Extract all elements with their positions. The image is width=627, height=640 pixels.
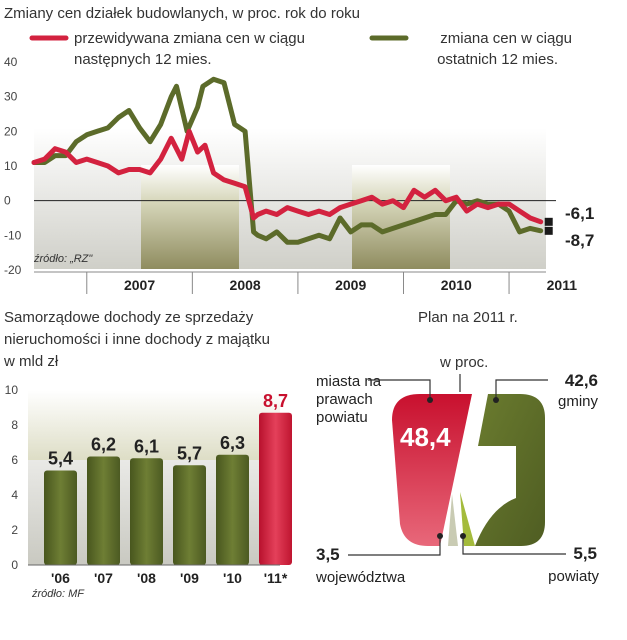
bar-y-tick: 10 bbox=[5, 383, 19, 397]
pie-chart: Plan na 2011 r. w proc. 48,4 miasta na p… bbox=[315, 309, 600, 586]
line-chart: Zmiany cen działek budowlanych, w proc. … bbox=[4, 5, 594, 294]
pointer-dot-wojewodztwa bbox=[437, 533, 443, 539]
bar-y-tick: 0 bbox=[11, 558, 18, 572]
line-chart-legend: przewidywana zmiana cen w ciągu następny… bbox=[29, 30, 572, 68]
slice-wojewodztwa bbox=[448, 494, 458, 546]
year-label: 2010 bbox=[441, 277, 472, 293]
value-wojewodztwa: 3,5 bbox=[316, 545, 340, 564]
bar-value-label: 6,1 bbox=[134, 436, 159, 456]
line-series-group bbox=[31, 76, 553, 245]
bar bbox=[130, 458, 163, 565]
line-y-tick: 30 bbox=[4, 90, 18, 104]
bar-chart-source: źródło: MF bbox=[31, 588, 85, 600]
end-marker-forecast bbox=[544, 217, 553, 226]
pointer-dot-gminy bbox=[493, 397, 499, 403]
bar-category-label: '06 bbox=[51, 570, 70, 586]
label-miasta-line3: powiatu bbox=[316, 409, 368, 426]
legend-actual-line2: ostatnich 12 mies. bbox=[437, 51, 558, 68]
pie-unit-label: w proc. bbox=[439, 354, 488, 371]
bar-value-label: 8,7 bbox=[263, 391, 288, 411]
bar-chart-title-line1: Samorządowe dochody ze sprzedaży bbox=[4, 309, 254, 326]
bar-chart: Samorządowe dochody ze sprzedaży nieruch… bbox=[3, 309, 292, 600]
bar-value-label: 6,2 bbox=[91, 435, 116, 455]
pointer-dot-miasta bbox=[427, 397, 433, 403]
year-label: 2011 bbox=[547, 277, 578, 293]
bar bbox=[259, 412, 292, 565]
slice-miasta-na-prawach-powiatu bbox=[392, 394, 472, 546]
pie-chart-title: Plan na 2011 r. bbox=[418, 309, 518, 326]
line-y-tick: -10 bbox=[4, 228, 22, 242]
bar-chart-title-line2: nieruchomości i inne dochody z majątku bbox=[4, 331, 270, 348]
label-gminy: gminy bbox=[558, 393, 599, 410]
value-powiaty: 5,5 bbox=[573, 544, 597, 563]
bar-series: 5,4 '06 6,2 '07 6,1 '08 5,7 '09 6,3 '10 8,7 '11* bbox=[28, 391, 292, 586]
label-powiaty: powiaty bbox=[548, 568, 599, 585]
bar-y-tick: 6 bbox=[11, 453, 18, 467]
line-chart-source: źródło: „RZ" bbox=[33, 253, 93, 265]
slice-powiaty bbox=[460, 492, 475, 546]
pointer-wojewodztwa bbox=[348, 536, 441, 556]
legend-forecast-line2: następnych 12 mies. bbox=[74, 51, 212, 68]
pointer-gminy bbox=[495, 379, 548, 400]
value-miasta: 48,4 bbox=[400, 422, 451, 452]
end-label-actual: -8,7 bbox=[565, 231, 594, 250]
pointer-powiaty bbox=[462, 536, 566, 555]
bar-category-label: '11* bbox=[264, 570, 288, 586]
year-axis: 2007 2008 2009 2010 2011 bbox=[86, 272, 578, 294]
line-y-axis: 40 30 20 10 0 -10 -20 bbox=[4, 55, 556, 277]
bar bbox=[87, 456, 120, 565]
bar bbox=[173, 465, 206, 565]
year-label: 2009 bbox=[335, 277, 366, 293]
end-label-forecast: -6,1 bbox=[565, 204, 594, 223]
series-line-actual bbox=[31, 76, 544, 245]
line-chart-title: Zmiany cen działek budowlanych, w proc. … bbox=[4, 5, 360, 22]
bar bbox=[216, 454, 249, 565]
bar-value-label: 5,7 bbox=[177, 443, 202, 463]
pointer-dot-powiaty bbox=[460, 533, 466, 539]
label-wojewodztwa: województwa bbox=[315, 569, 406, 586]
bar-y-axis: 10 8 6 4 2 0 bbox=[5, 383, 19, 572]
bar bbox=[44, 470, 77, 565]
bar-y-tick: 8 bbox=[11, 418, 18, 432]
label-miasta-line2: prawach bbox=[316, 391, 373, 408]
bar-category-label: '07 bbox=[94, 570, 113, 586]
bar-category-label: '09 bbox=[180, 570, 199, 586]
legend-actual-line1: zmiana cen w ciągu bbox=[440, 30, 572, 47]
line-plot-background bbox=[34, 128, 546, 269]
value-gminy: 42,6 bbox=[565, 371, 598, 390]
year-label: 2007 bbox=[124, 277, 155, 293]
line-y-tick: 40 bbox=[4, 55, 18, 69]
bar-y-tick: 2 bbox=[11, 523, 18, 537]
series-line-forecast bbox=[31, 128, 544, 225]
year-label: 2008 bbox=[230, 277, 261, 293]
line-y-tick: 10 bbox=[4, 159, 18, 173]
end-marker-actual bbox=[544, 226, 553, 235]
bar-chart-title-line3: w mld zł bbox=[3, 353, 59, 370]
year-band-2008 bbox=[141, 165, 239, 269]
legend-forecast-line1: przewidywana zmiana cen w ciągu bbox=[74, 30, 305, 47]
line-y-tick: 20 bbox=[4, 124, 18, 138]
pointer-miasta bbox=[368, 379, 431, 400]
bar-category-label: '08 bbox=[137, 570, 156, 586]
line-y-tick: 0 bbox=[4, 194, 11, 208]
slice-gminy bbox=[475, 394, 545, 546]
bar-y-tick: 4 bbox=[11, 488, 18, 502]
label-miasta-line1: miasta na bbox=[316, 373, 382, 390]
bar-value-label: 6,3 bbox=[220, 433, 245, 453]
bar-value-label: 5,4 bbox=[48, 449, 73, 469]
line-y-tick: -20 bbox=[4, 263, 22, 277]
bar-category-label: '10 bbox=[223, 570, 242, 586]
bar-plot-highlight bbox=[28, 390, 280, 460]
